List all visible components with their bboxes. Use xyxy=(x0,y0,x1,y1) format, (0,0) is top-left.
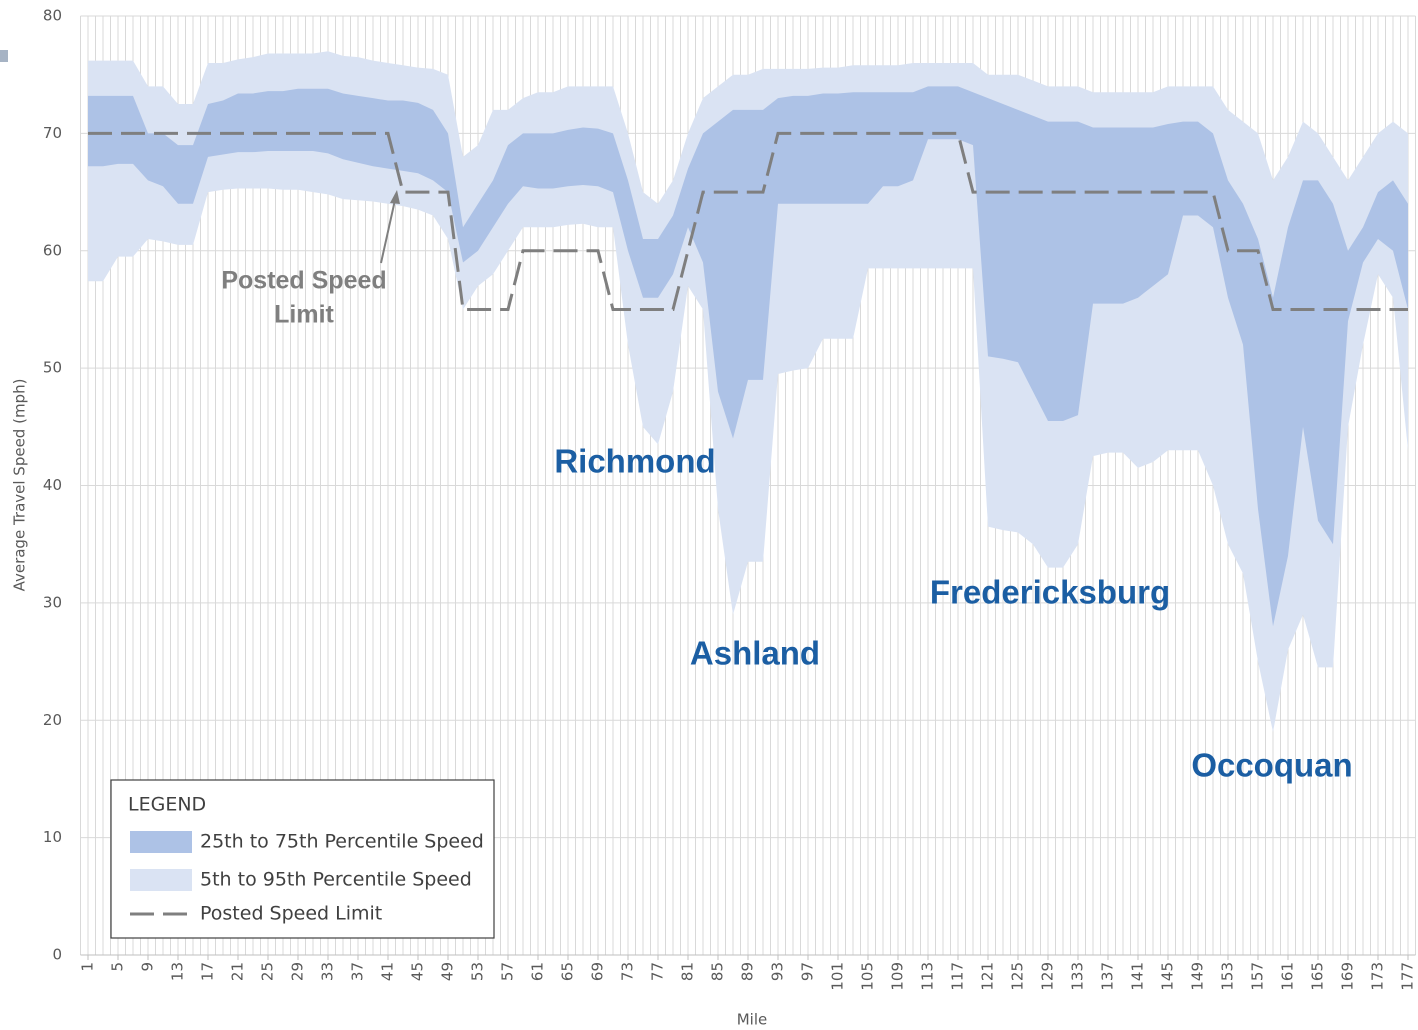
x-tick-label: 77 xyxy=(649,962,667,981)
x-tick-label: 97 xyxy=(799,962,817,981)
x-tick-label: 141 xyxy=(1129,962,1147,991)
x-axis-title: Mile xyxy=(737,1011,768,1029)
x-tick-label: 157 xyxy=(1249,962,1267,991)
legend-title: LEGEND xyxy=(128,794,206,816)
y-tick-label: 20 xyxy=(43,711,62,729)
x-tick-label: 85 xyxy=(709,962,727,981)
annotation: Posted Speed xyxy=(221,267,386,295)
x-tick-label: 65 xyxy=(559,962,577,981)
x-tick-label: 137 xyxy=(1099,962,1117,991)
y-tick-label: 40 xyxy=(43,476,62,494)
x-tick-label: 37 xyxy=(349,962,367,981)
x-tick-label: 53 xyxy=(469,962,487,981)
y-tick-label: 70 xyxy=(43,124,62,142)
x-tick-label: 61 xyxy=(529,962,547,981)
annotation: Limit xyxy=(274,301,334,329)
legend-box xyxy=(110,779,495,939)
x-tick-label: 109 xyxy=(889,962,907,991)
x-tick-label: 133 xyxy=(1069,962,1087,991)
x-tick-label: 173 xyxy=(1369,962,1387,991)
legend-label: 25th to 75th Percentile Speed xyxy=(200,831,484,853)
x-tick-label: 121 xyxy=(979,962,997,991)
legend-swatch xyxy=(130,869,192,891)
x-tick-label: 129 xyxy=(1039,962,1057,991)
x-tick-label: 89 xyxy=(739,962,757,981)
y-tick-label: 60 xyxy=(43,241,62,259)
x-tick-label: 73 xyxy=(619,962,637,981)
legend: LEGEND 25th to 75th Percentile Speed 5th t… xyxy=(110,779,495,939)
x-tick-label: 125 xyxy=(1009,962,1027,991)
corner-mark xyxy=(0,50,8,62)
y-tick-label: 10 xyxy=(43,828,62,846)
x-tick-label: 153 xyxy=(1219,962,1237,991)
x-tick-label: 21 xyxy=(229,962,247,981)
x-tick-label: 57 xyxy=(499,962,517,981)
x-tick-label: 161 xyxy=(1279,962,1297,991)
x-tick-label: 105 xyxy=(859,962,877,991)
x-tick-label: 1 xyxy=(79,962,97,972)
y-tick-label: 30 xyxy=(43,593,62,611)
x-tick-label: 165 xyxy=(1309,962,1327,991)
x-tick-label: 101 xyxy=(829,962,847,991)
annotation-arrow xyxy=(380,199,396,264)
annotation: Fredericksburg xyxy=(930,574,1170,611)
x-tick-label: 113 xyxy=(919,962,937,991)
annotation-arrowhead xyxy=(390,190,400,204)
legend-label: 5th to 95th Percentile Speed xyxy=(200,869,472,891)
x-tick-label: 177 xyxy=(1399,962,1417,991)
annotation: Occoquan xyxy=(1191,747,1352,784)
y-tick-label: 0 xyxy=(52,946,62,964)
x-tick-label: 81 xyxy=(679,962,697,981)
x-tick-label: 41 xyxy=(379,962,397,981)
x-tick-label: 117 xyxy=(949,962,967,991)
x-tick-label: 169 xyxy=(1339,962,1357,991)
x-tick-label: 93 xyxy=(769,962,787,981)
x-tick-label: 149 xyxy=(1189,962,1207,991)
x-tick-label: 17 xyxy=(199,962,217,981)
annotation: Richmond xyxy=(554,443,715,480)
x-tick-label: 69 xyxy=(589,962,607,981)
plot xyxy=(88,51,1408,732)
legend-label: Posted Speed Limit xyxy=(200,903,382,925)
x-tick-label: 29 xyxy=(289,962,307,981)
x-tick-label: 49 xyxy=(439,962,457,981)
y-axis-title: Average Travel Speed (mph) xyxy=(11,379,29,592)
x-tick-label: 145 xyxy=(1159,962,1177,991)
x-tick-label: 45 xyxy=(409,962,427,981)
x-tick-label: 25 xyxy=(259,962,277,981)
legend-swatch xyxy=(130,831,192,853)
line xyxy=(88,131,1408,311)
x-tick-label: 9 xyxy=(139,962,157,972)
y-tick-label: 80 xyxy=(43,7,62,25)
x-tick-label: 33 xyxy=(319,962,337,981)
band xyxy=(88,86,1408,627)
y-tick-label: 50 xyxy=(43,359,62,377)
annotation: Ashland xyxy=(690,635,820,672)
x-tick-label: 5 xyxy=(109,962,127,972)
x-tick-label: 13 xyxy=(169,962,187,981)
